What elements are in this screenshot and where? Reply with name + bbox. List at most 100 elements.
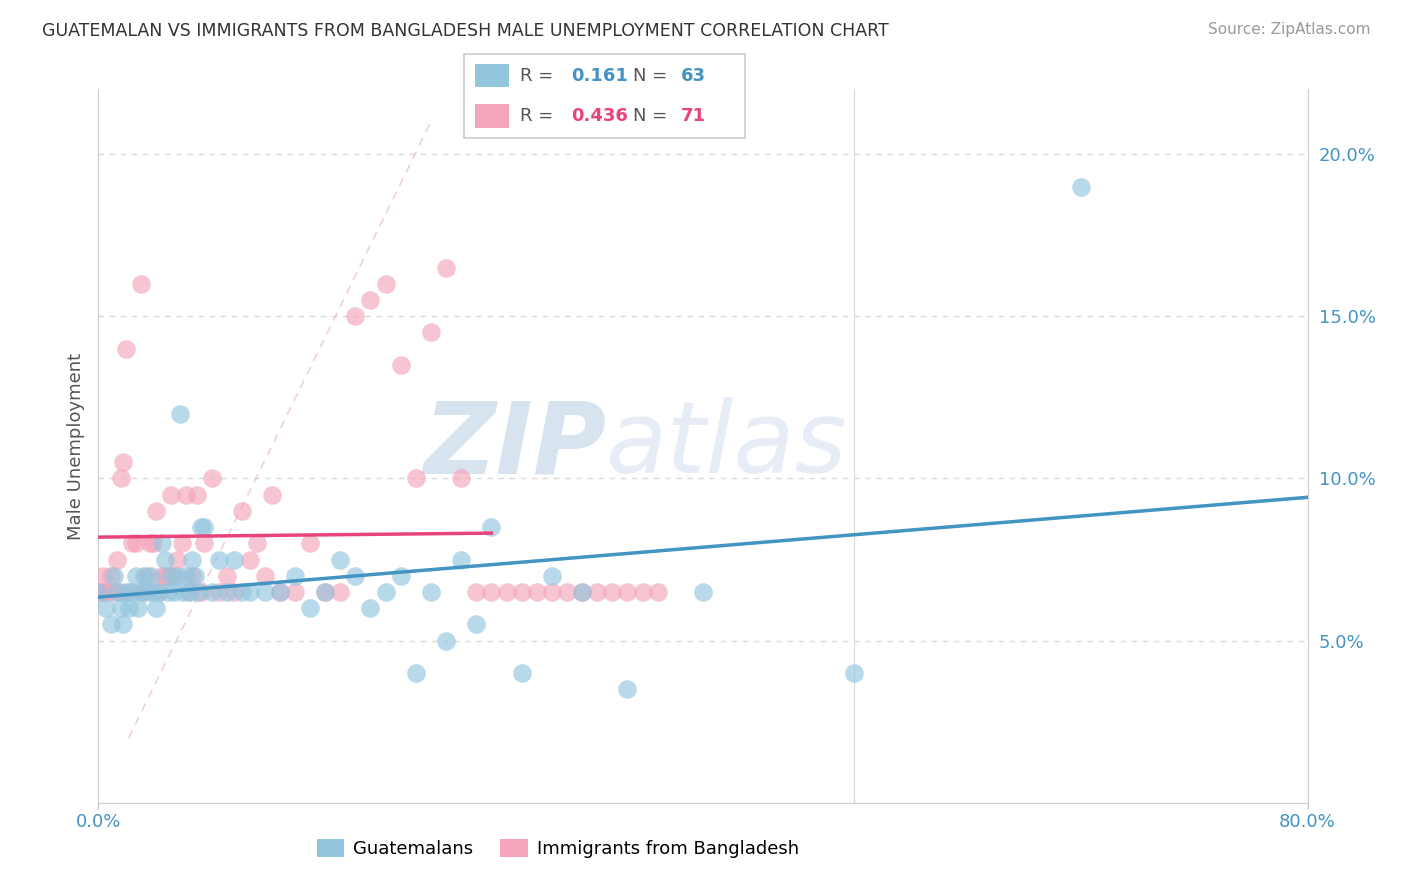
Point bbox=[526, 585, 548, 599]
Point bbox=[132, 585, 155, 599]
Point bbox=[108, 585, 131, 599]
Point bbox=[110, 601, 132, 615]
Point bbox=[169, 407, 191, 421]
Point bbox=[90, 585, 112, 599]
Point bbox=[132, 568, 155, 582]
Point bbox=[129, 277, 152, 291]
Point bbox=[150, 536, 173, 550]
Point bbox=[103, 568, 125, 582]
Point bbox=[94, 585, 117, 599]
Point bbox=[187, 585, 209, 599]
Point bbox=[129, 585, 152, 599]
Point bbox=[125, 568, 148, 582]
Y-axis label: Male Unemployment: Male Unemployment bbox=[66, 352, 84, 540]
Point bbox=[163, 585, 186, 599]
Point bbox=[540, 585, 562, 599]
Point bbox=[121, 536, 143, 550]
Point bbox=[555, 585, 578, 599]
Point bbox=[246, 536, 269, 550]
Point bbox=[174, 488, 197, 502]
Text: 71: 71 bbox=[681, 107, 706, 125]
Point bbox=[145, 504, 167, 518]
Point bbox=[141, 568, 163, 582]
Point bbox=[465, 585, 488, 599]
Point bbox=[166, 568, 188, 582]
Point bbox=[284, 568, 307, 582]
Point bbox=[153, 552, 176, 566]
Point bbox=[103, 585, 125, 599]
Point bbox=[179, 585, 201, 599]
Point bbox=[360, 601, 382, 615]
Point bbox=[190, 585, 212, 599]
Point bbox=[434, 633, 457, 648]
Point bbox=[586, 585, 609, 599]
Point bbox=[110, 471, 132, 485]
Point bbox=[94, 601, 117, 615]
Text: R =: R = bbox=[520, 107, 560, 125]
Point bbox=[105, 552, 128, 566]
Point bbox=[172, 585, 194, 599]
Point bbox=[215, 568, 238, 582]
Point bbox=[111, 455, 134, 469]
Point bbox=[434, 260, 457, 275]
Point bbox=[602, 585, 624, 599]
Point bbox=[201, 585, 224, 599]
Point bbox=[465, 617, 488, 632]
Point bbox=[616, 682, 638, 697]
Point bbox=[344, 310, 367, 324]
Point bbox=[239, 552, 262, 566]
Point bbox=[100, 568, 122, 582]
Point bbox=[405, 666, 427, 681]
Point bbox=[269, 585, 291, 599]
Point bbox=[145, 601, 167, 615]
Point bbox=[170, 536, 193, 550]
Point bbox=[647, 585, 669, 599]
Point bbox=[163, 568, 186, 582]
Point bbox=[201, 471, 224, 485]
Point bbox=[93, 585, 115, 599]
Point bbox=[87, 585, 110, 599]
Point bbox=[844, 666, 866, 681]
Point bbox=[262, 488, 284, 502]
Point bbox=[329, 552, 352, 566]
Point bbox=[253, 585, 276, 599]
FancyBboxPatch shape bbox=[464, 54, 745, 138]
Point bbox=[121, 585, 143, 599]
Point bbox=[181, 568, 204, 582]
Point bbox=[100, 617, 122, 632]
Point bbox=[105, 585, 128, 599]
Point bbox=[374, 277, 396, 291]
Point bbox=[631, 585, 654, 599]
Point bbox=[314, 585, 336, 599]
Point bbox=[114, 585, 136, 599]
Point bbox=[510, 666, 533, 681]
Point bbox=[692, 585, 714, 599]
Point bbox=[540, 568, 562, 582]
Point bbox=[224, 585, 246, 599]
Bar bbox=[475, 104, 509, 128]
Point bbox=[174, 568, 197, 582]
Point bbox=[420, 326, 443, 340]
Point bbox=[405, 471, 427, 485]
Point bbox=[481, 520, 503, 534]
Point bbox=[389, 568, 412, 582]
Point bbox=[1070, 179, 1092, 194]
Point bbox=[148, 585, 170, 599]
Point bbox=[150, 568, 173, 582]
Text: ZIP: ZIP bbox=[423, 398, 606, 494]
Point bbox=[153, 568, 176, 582]
Text: Source: ZipAtlas.com: Source: ZipAtlas.com bbox=[1208, 22, 1371, 37]
Point bbox=[181, 552, 204, 566]
Text: GUATEMALAN VS IMMIGRANTS FROM BANGLADESH MALE UNEMPLOYMENT CORRELATION CHART: GUATEMALAN VS IMMIGRANTS FROM BANGLADESH… bbox=[42, 22, 889, 40]
Point bbox=[215, 585, 238, 599]
Point bbox=[127, 601, 149, 615]
Point bbox=[111, 617, 134, 632]
Point bbox=[329, 585, 352, 599]
Point bbox=[160, 488, 183, 502]
Point bbox=[314, 585, 336, 599]
Text: N =: N = bbox=[633, 107, 672, 125]
Point bbox=[135, 568, 157, 582]
Point bbox=[156, 568, 179, 582]
Point bbox=[360, 293, 382, 307]
Point bbox=[142, 585, 165, 599]
